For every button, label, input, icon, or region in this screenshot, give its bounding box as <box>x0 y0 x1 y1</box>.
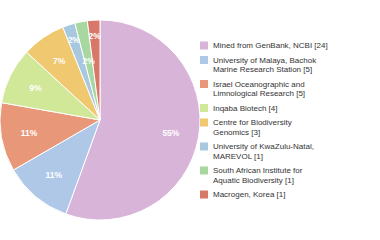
background <box>0 0 380 240</box>
legend-label: Israel Oceanographic andLimnological Res… <box>213 80 305 99</box>
legend-swatch <box>200 191 208 199</box>
legend-swatch <box>200 167 208 175</box>
legend-label: University of Malaya, BachokMarine Resea… <box>213 56 317 75</box>
legend-swatch <box>200 119 208 127</box>
legend-label: South African Institute forAquatic Biodi… <box>213 166 303 185</box>
legend-swatch <box>200 80 208 88</box>
legend-item: Centre for BiodiversityGenomics [3] <box>200 118 292 137</box>
legend-item: Macrogen, Korea [1] <box>200 190 285 199</box>
legend-item: South African Institute forAquatic Biodi… <box>200 166 303 185</box>
legend-item: Inqaba Biotech [4] <box>200 104 278 113</box>
legend-label: Centre for BiodiversityGenomics [3] <box>213 118 292 137</box>
legend-item: University of Malaya, BachokMarine Resea… <box>200 56 317 75</box>
legend-swatch <box>200 42 208 50</box>
data-label: 2% <box>89 31 102 41</box>
legend-item: Mined from GenBank, NCBI [24] <box>200 41 328 50</box>
pie <box>0 20 200 220</box>
chart: 55% 11% 11% 9% 7% 2% 2% 2% Mined from GenBank, N… <box>0 0 380 240</box>
legend-label: Macrogen, Korea [1] <box>213 190 285 199</box>
data-label: 7% <box>53 56 66 66</box>
data-label: 55% <box>162 128 179 138</box>
legend-label: University of KwaZulu-Natal,MAREVOL [1] <box>213 142 314 161</box>
data-labels: 55% 11% 11% 9% 7% 2% 2% 2% <box>21 31 180 180</box>
legend-swatch <box>200 104 208 112</box>
legend-swatch <box>200 56 208 64</box>
data-label: 2% <box>68 35 81 45</box>
data-label: 2% <box>82 56 95 66</box>
legend-label: Mined from GenBank, NCBI [24] <box>213 41 328 50</box>
data-label: 9% <box>29 83 42 93</box>
legend-item: Israel Oceanographic andLimnological Res… <box>200 80 305 99</box>
legend-label: Inqaba Biotech [4] <box>213 104 278 113</box>
legend-item: University of KwaZulu-Natal,MAREVOL [1] <box>200 142 314 161</box>
legend: Mined from GenBank, NCBI [24] University … <box>200 41 328 199</box>
legend-swatch <box>200 143 208 151</box>
data-label: 11% <box>45 170 62 180</box>
data-label: 11% <box>21 128 38 138</box>
